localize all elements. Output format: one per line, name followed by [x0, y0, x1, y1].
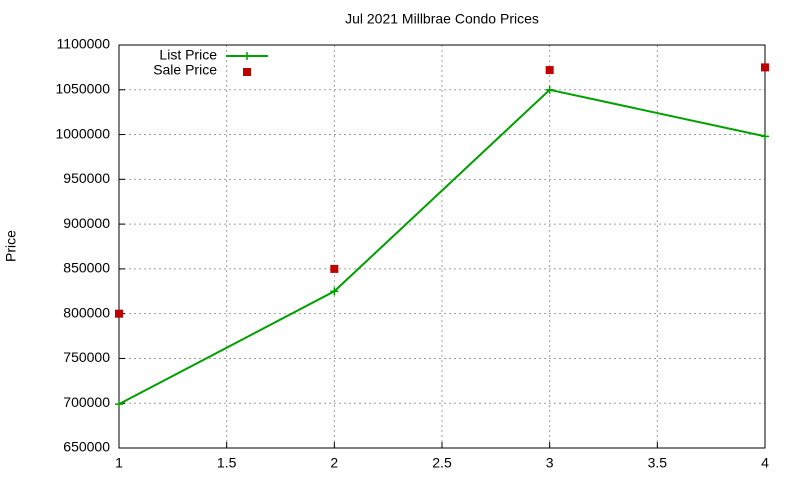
x-tick-label: 4: [761, 455, 769, 471]
y-axis-label: Price: [3, 230, 19, 262]
y-tick-label: 950000: [63, 170, 110, 186]
point: [330, 264, 339, 273]
x-tick-label: 3.5: [648, 455, 668, 471]
legend-label: Sale Price: [153, 62, 217, 78]
point: [115, 400, 123, 409]
x-tick-label: 3: [546, 455, 554, 471]
point: [545, 66, 554, 75]
y-tick-label: 1100000: [57, 36, 111, 52]
y-tick-label: 1000000: [55, 125, 110, 141]
point: [761, 63, 769, 72]
y-tick-label: 700000: [63, 394, 110, 410]
y-tick-label: 800000: [63, 304, 110, 320]
x-tick-label: 1.5: [217, 455, 237, 471]
y-tick-label: 750000: [63, 349, 110, 365]
plot-border: [118, 44, 766, 449]
legend-marker: [243, 52, 251, 60]
legend-label: List Price: [159, 47, 217, 63]
point: [330, 287, 339, 296]
x-tick-label: 1: [115, 455, 123, 471]
point: [761, 132, 769, 141]
chart-title: Jul 2021 Millbrae Condo Prices: [345, 11, 539, 27]
x-tick-label: 2.5: [432, 455, 452, 471]
point: [545, 85, 554, 94]
series-line: [118, 88, 766, 406]
legend-marker: [243, 68, 251, 76]
y-tick-label: 1050000: [55, 80, 110, 96]
y-tick-label: 900000: [63, 215, 110, 231]
y-tick-label: 650000: [63, 439, 110, 455]
x-tick-label: 2: [330, 455, 338, 471]
point: [115, 309, 123, 318]
y-tick-label: 850000: [63, 260, 110, 276]
